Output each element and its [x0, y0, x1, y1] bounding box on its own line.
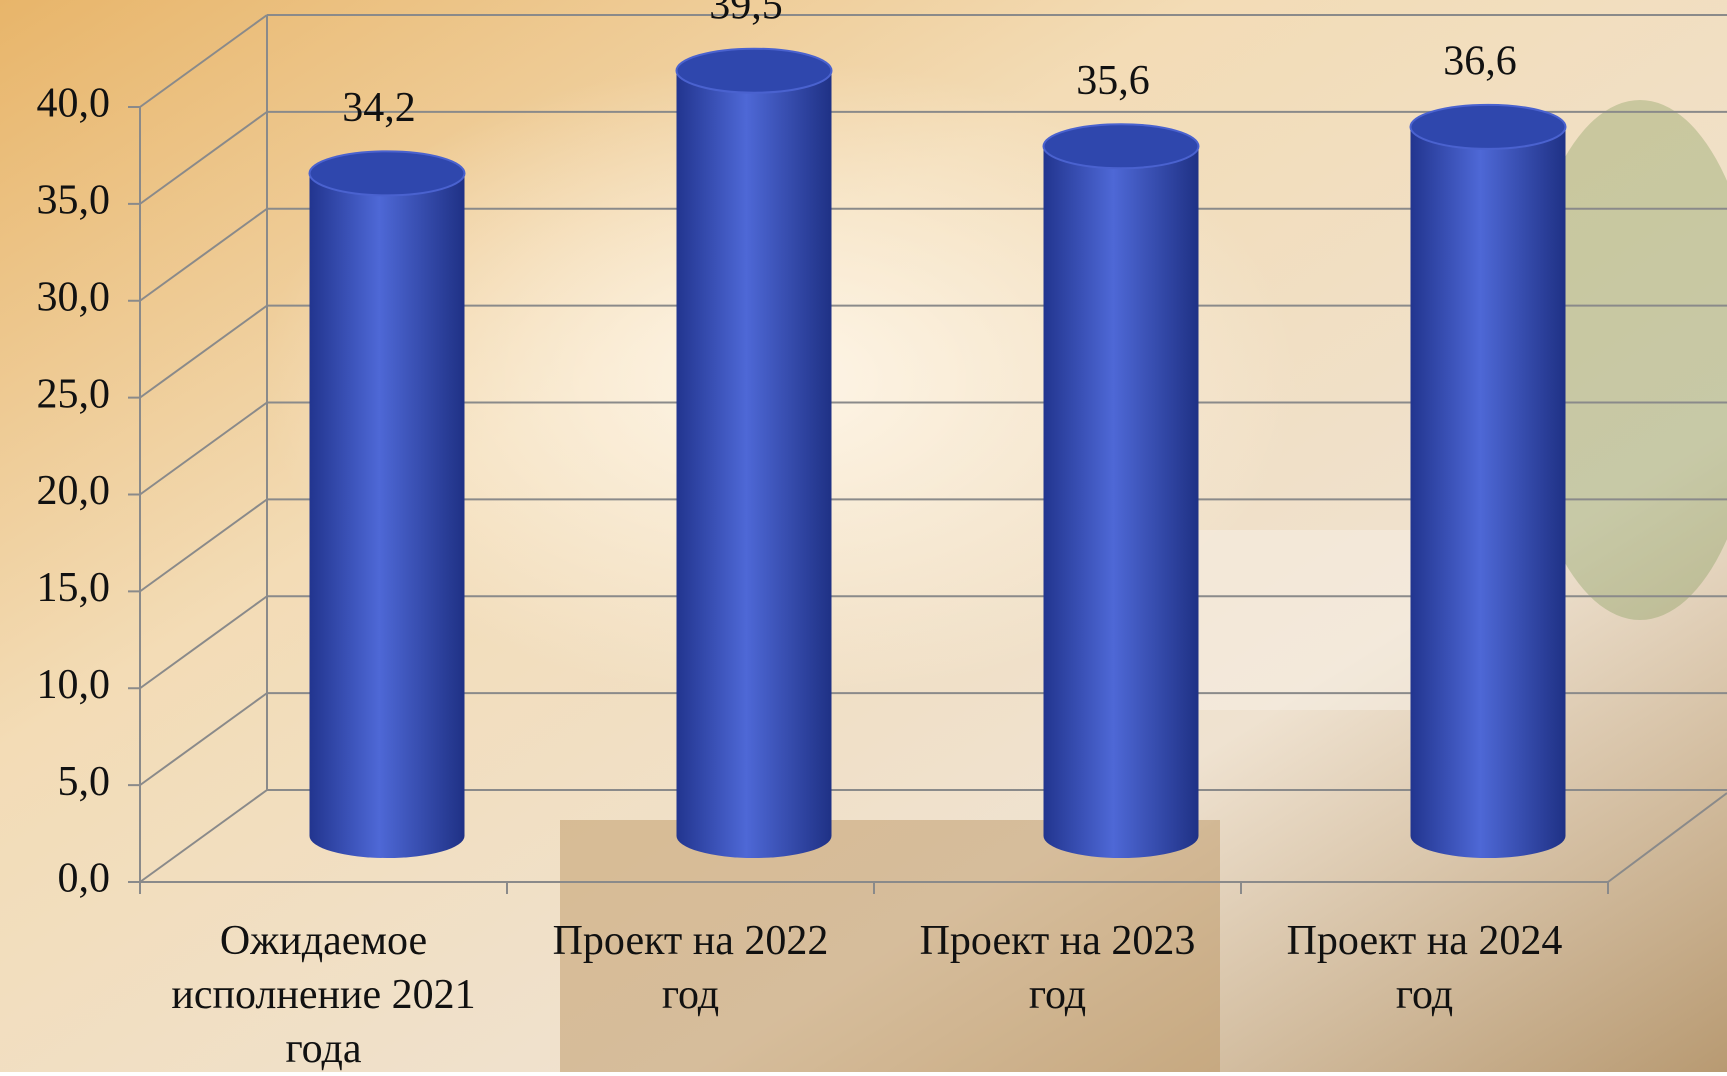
- grid-line-side: [139, 789, 268, 883]
- y-tick-label: 20,0: [37, 468, 111, 514]
- data-label: 39,5: [709, 0, 783, 28]
- cylinder-body: [1043, 146, 1199, 858]
- cylinder-body: [1410, 126, 1566, 858]
- cylinder: [1042, 123, 1200, 858]
- cylinder-top: [1409, 103, 1567, 150]
- grid-line-side: [139, 14, 268, 108]
- x-tick-label: Проект на 2022 год: [552, 918, 829, 1018]
- data-label: 35,6: [1076, 58, 1150, 104]
- data-label: 34,2: [342, 85, 416, 131]
- cylinder: [308, 150, 466, 858]
- grid-line-side: [139, 304, 268, 399]
- cylinder: [1409, 103, 1567, 858]
- y-tick-label: 25,0: [37, 371, 111, 417]
- grid-line-side: [139, 692, 268, 786]
- x-tick-label: Проект на 2024 год: [1286, 918, 1563, 1018]
- cylinder: [675, 47, 833, 858]
- grid-line-side: [139, 498, 268, 593]
- y-tick-label: 15,0: [37, 565, 111, 611]
- cylinder-body: [676, 70, 832, 858]
- grid-line-side: [139, 207, 268, 302]
- x-tick-label: Проект на 2023 год: [919, 918, 1196, 1018]
- grid-line-side: [139, 111, 268, 205]
- y-tick-label: 5,0: [58, 759, 111, 805]
- data-label: 36,6: [1443, 39, 1517, 85]
- cylinder-body: [309, 173, 465, 858]
- cylinder-top: [675, 47, 833, 94]
- grid-line-side: [139, 595, 268, 690]
- cylinder-top: [1042, 123, 1200, 170]
- background-coins: [560, 820, 1220, 1072]
- y-tick-label: 40,0: [37, 81, 111, 127]
- y-tick-label: 35,0: [37, 178, 111, 224]
- y-tick-label: 0,0: [58, 856, 111, 902]
- x-tick-label: Ожидаемое исполнение 2021 года: [171, 918, 476, 1072]
- grid-line-side: [139, 401, 268, 496]
- y-tick-label: 30,0: [37, 274, 111, 320]
- cylinder-top: [308, 150, 466, 197]
- floor-right: [1607, 792, 1727, 883]
- background-plant: [1520, 100, 1727, 620]
- y-tick-label: 10,0: [37, 662, 111, 708]
